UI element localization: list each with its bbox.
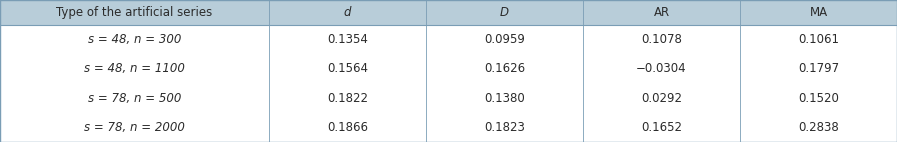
Text: 0.1380: 0.1380 [484,92,525,105]
Text: 0.1354: 0.1354 [327,33,368,46]
Text: s = 78, n = 500: s = 78, n = 500 [88,92,181,105]
Text: 0.0292: 0.0292 [641,92,682,105]
Text: MA: MA [809,6,828,19]
Text: 0.1564: 0.1564 [327,62,368,75]
Text: 0.1652: 0.1652 [641,121,682,134]
Text: 0.1822: 0.1822 [327,92,368,105]
Text: s = 48, n = 1100: s = 48, n = 1100 [84,62,185,75]
Text: 0.1078: 0.1078 [641,33,682,46]
Text: −0.0304: −0.0304 [636,62,687,75]
Text: 0.1061: 0.1061 [798,33,839,46]
Text: Type of the artificial series: Type of the artificial series [57,6,213,19]
Text: 0.1823: 0.1823 [484,121,525,134]
Text: AR: AR [654,6,669,19]
Text: 0.0959: 0.0959 [484,33,525,46]
Bar [0,0,897,25]
Text: s = 78, n = 2000: s = 78, n = 2000 [84,121,185,134]
Text: 0.1866: 0.1866 [327,121,368,134]
Text: 0.1520: 0.1520 [798,92,839,105]
Text: 0.2838: 0.2838 [798,121,839,134]
Text: D: D [500,6,509,19]
Text: s = 48, n = 300: s = 48, n = 300 [88,33,181,46]
Text: 0.1797: 0.1797 [798,62,839,75]
Text: d: d [344,6,352,19]
Text: 0.1626: 0.1626 [484,62,525,75]
